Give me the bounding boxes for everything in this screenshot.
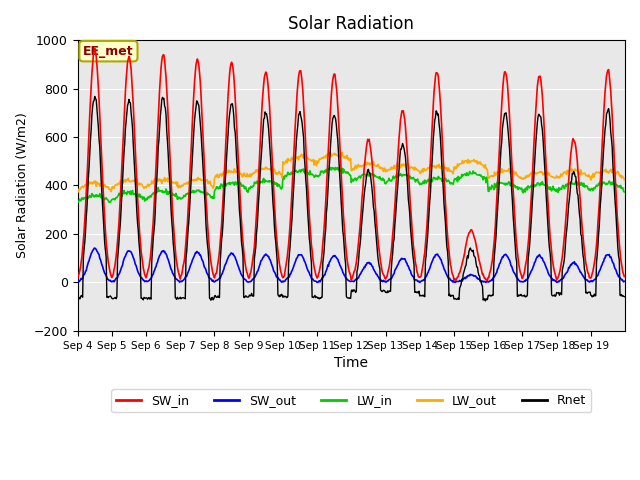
SW_in — [438, 143, 446, 148]
SW_in — [620, 274, 628, 279]
SW_out — [139, 276, 147, 282]
LW_in — [440, 178, 447, 183]
Rnet — [620, 294, 628, 300]
SW_in — [408, 224, 416, 230]
LW_in — [409, 176, 417, 181]
Line: SW_out: SW_out — [77, 248, 624, 282]
LW_out — [139, 183, 147, 189]
Legend: SW_in, SW_out, LW_in, LW_out, Rnet: SW_in, SW_out, LW_in, LW_out, Rnet — [111, 389, 591, 412]
SW_out — [287, 271, 294, 277]
Line: SW_in: SW_in — [77, 48, 624, 280]
SW_out — [409, 273, 417, 279]
LW_out — [74, 189, 82, 195]
LW_out — [74, 187, 81, 193]
LW_out — [409, 165, 417, 171]
Rnet — [438, 175, 446, 180]
LW_in — [139, 196, 147, 202]
LW_in — [266, 178, 274, 184]
Rnet — [481, 298, 489, 304]
LW_in — [620, 189, 628, 195]
Rnet — [139, 296, 147, 301]
Rnet — [91, 94, 99, 99]
LW_out — [287, 158, 294, 164]
LW_in — [105, 200, 113, 205]
SW_out — [266, 257, 274, 263]
SW_out — [91, 245, 99, 251]
Line: LW_in: LW_in — [77, 168, 624, 203]
SW_in — [91, 46, 99, 51]
SW_in — [139, 259, 147, 264]
LW_in — [287, 171, 294, 177]
LW_in — [239, 183, 247, 189]
X-axis label: Time: Time — [334, 356, 369, 370]
Title: Solar Radiation: Solar Radiation — [289, 15, 414, 33]
LW_out — [440, 165, 447, 171]
Line: LW_out: LW_out — [77, 153, 624, 192]
Rnet — [266, 148, 274, 154]
LW_out — [239, 174, 247, 180]
Rnet — [239, 255, 247, 261]
LW_in — [332, 165, 339, 170]
SW_in — [74, 275, 81, 281]
Rnet — [408, 243, 416, 249]
Text: EE_met: EE_met — [83, 45, 134, 58]
SW_in — [239, 240, 247, 245]
Rnet — [74, 294, 81, 300]
SW_out — [239, 275, 247, 280]
LW_out — [326, 150, 334, 156]
Line: Rnet: Rnet — [77, 96, 624, 301]
SW_out — [620, 278, 628, 284]
SW_in — [266, 114, 274, 120]
LW_out — [266, 166, 274, 171]
LW_in — [74, 199, 81, 204]
Y-axis label: Solar Radiation (W/m2): Solar Radiation (W/m2) — [15, 113, 28, 258]
SW_out — [440, 263, 447, 269]
SW_out — [74, 277, 81, 283]
LW_out — [620, 177, 628, 182]
SW_in — [287, 211, 294, 217]
SW_in — [484, 277, 492, 283]
Rnet — [287, 234, 294, 240]
SW_out — [313, 279, 321, 285]
